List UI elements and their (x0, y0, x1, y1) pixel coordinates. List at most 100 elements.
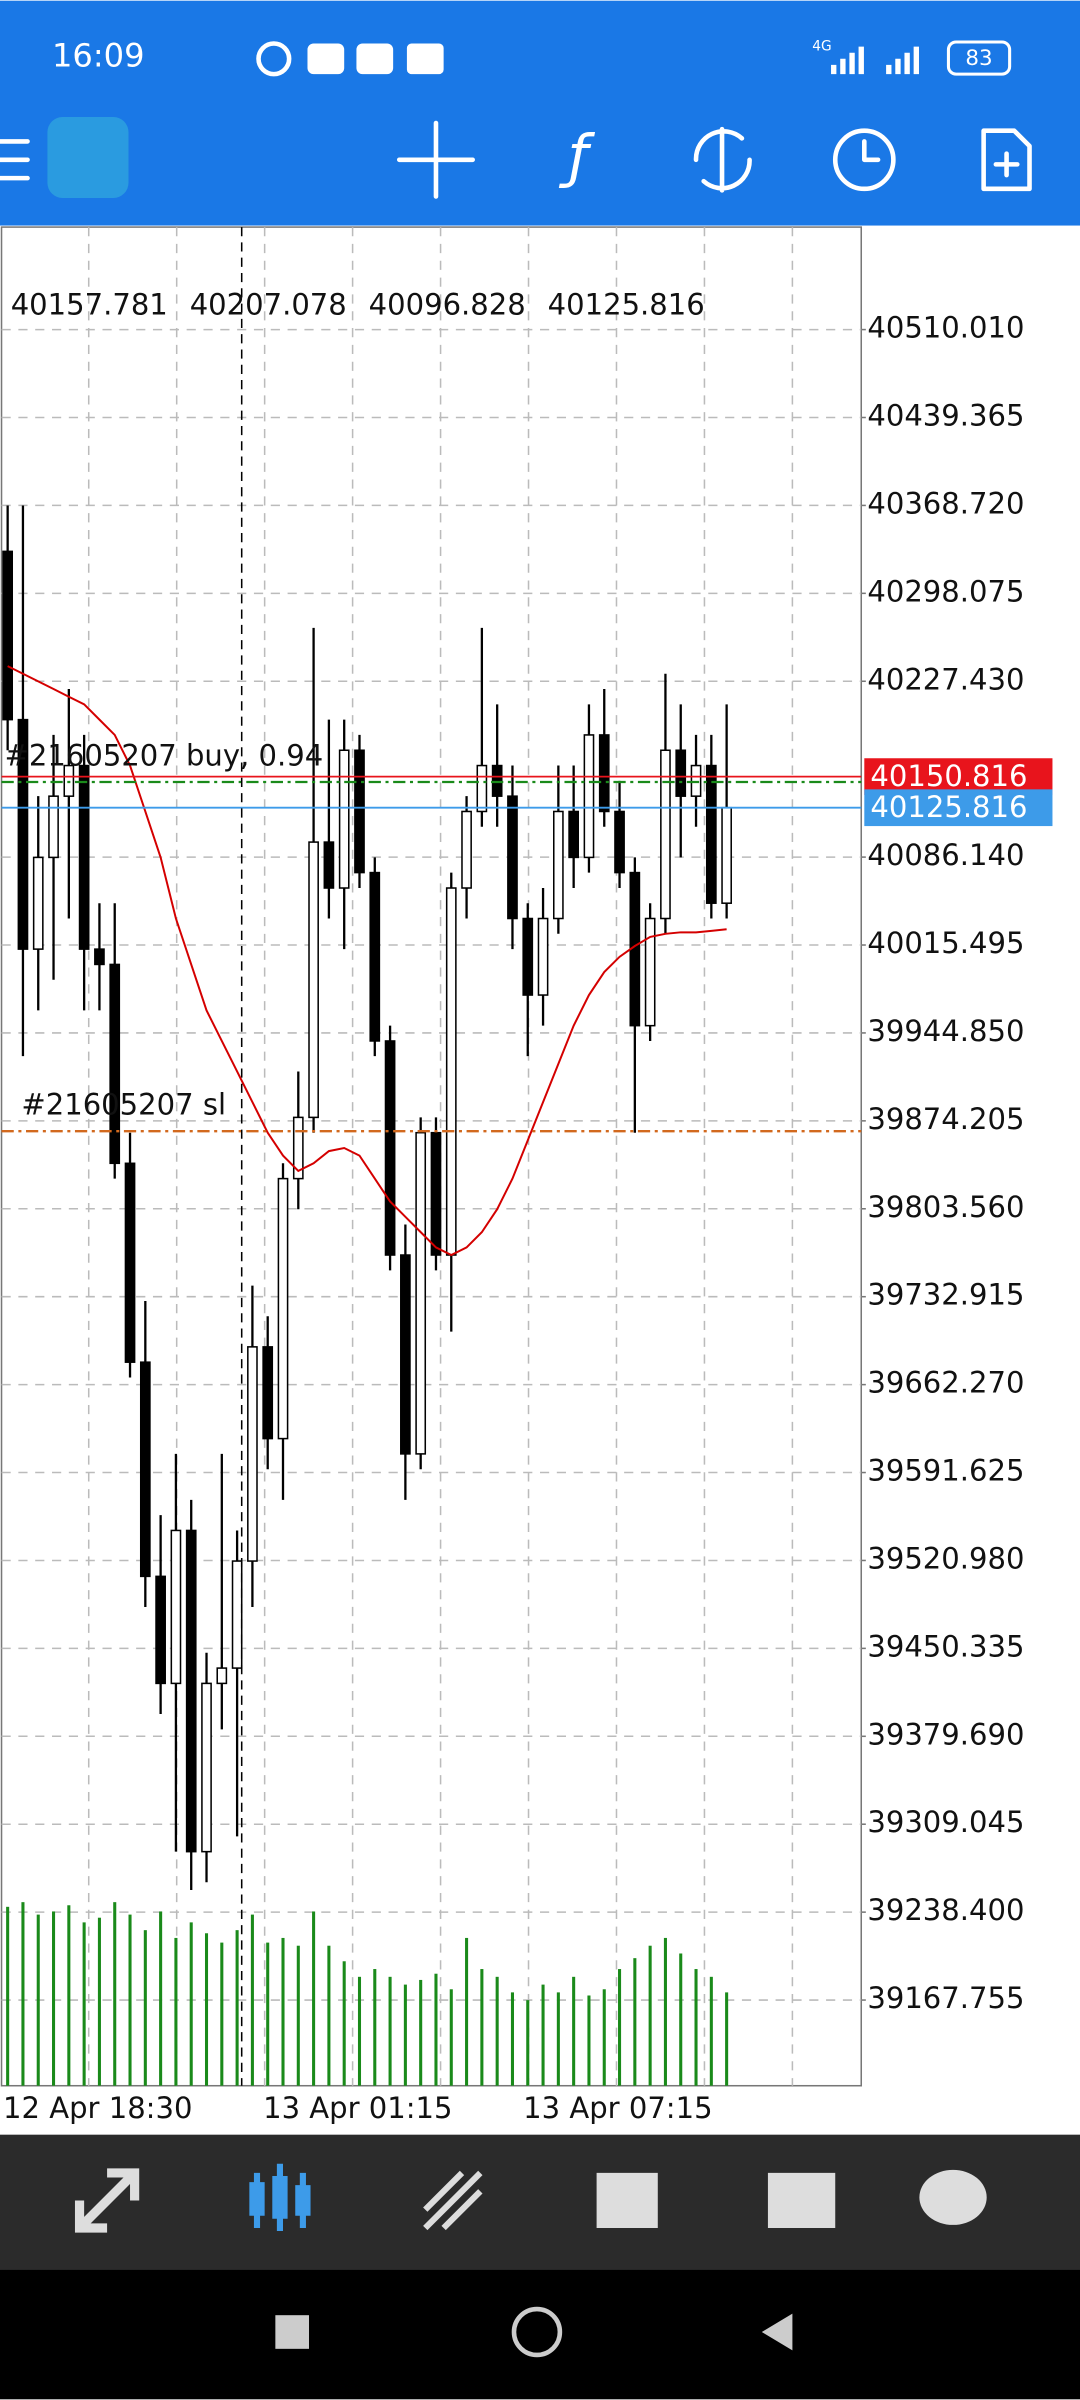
volume-bar (572, 1976, 576, 2086)
timeframe-button[interactable] (832, 128, 896, 192)
ohlc-value: 40207.078 (190, 288, 347, 322)
candle-body (109, 963, 121, 1165)
candle-body (338, 749, 350, 889)
candle-body (201, 1682, 212, 1853)
candle-body (323, 841, 335, 889)
volume-bar (67, 1905, 71, 2086)
y-tick-label: 39874.205 (867, 1102, 1024, 1136)
trade-tab[interactable] (423, 2170, 483, 2231)
quotes-tab[interactable] (74, 2168, 140, 2233)
app-icon (307, 43, 345, 75)
battery-level: 83 (965, 46, 992, 71)
volume-bar (618, 1969, 622, 2086)
volume-bar (220, 1942, 224, 2086)
volume-bar (204, 1933, 209, 2086)
volume-bar (725, 1992, 729, 2086)
volume-bar (419, 1979, 423, 2086)
volume-bar (709, 1976, 713, 2086)
candle-body (522, 917, 534, 996)
crosshair-button[interactable] (396, 120, 475, 199)
volume-bar (663, 1937, 667, 2086)
candle-body (155, 1575, 166, 1685)
candle-body (277, 1177, 289, 1440)
volume-bar (312, 1911, 316, 2086)
chart-tab[interactable] (249, 2175, 311, 2219)
candle-body (369, 871, 381, 1042)
volume-bar (82, 1922, 86, 2086)
back-button[interactable] (761, 2313, 793, 2351)
volume-bar (174, 1937, 178, 2086)
candle-body (507, 795, 518, 920)
alarm-icon (256, 41, 292, 77)
volume-bar (128, 1914, 132, 2086)
y-tick-label: 39379.690 (867, 1717, 1024, 1751)
volume-bar (342, 1961, 346, 2086)
bid-price: 40150.816 (870, 759, 1027, 793)
history-tab[interactable] (596, 2172, 658, 2228)
candle-body (400, 1254, 411, 1455)
y-tick-label: 40298.075 (867, 574, 1024, 608)
menu-button[interactable] (0, 139, 30, 181)
recents-button[interactable] (275, 2315, 310, 2349)
signal-icon (831, 46, 919, 75)
candle-body (170, 1529, 182, 1685)
candle-body (262, 1346, 274, 1440)
y-tick-label: 39591.625 (867, 1454, 1024, 1488)
candle-body (461, 810, 472, 889)
volume-bar (648, 1945, 652, 2086)
ohlc-value: 40125.816 (548, 288, 705, 322)
candle-body (598, 734, 610, 813)
ohlc-value: 40157.781 (11, 288, 168, 322)
candle-body (384, 1040, 396, 1256)
candle-body (48, 795, 59, 859)
home-button[interactable] (511, 2306, 563, 2358)
volume-bar (633, 1958, 637, 2086)
y-tick-label: 40015.495 (867, 926, 1024, 960)
top-bar (0, 0, 1080, 226)
y-tick-label: 39662.270 (867, 1366, 1024, 1400)
x-tick-label: 13 Apr 01:15 (263, 2091, 452, 2125)
candle-body (644, 917, 656, 1027)
candle-body (675, 749, 687, 797)
y-tick-label: 39520.980 (867, 1541, 1024, 1575)
volume-bar (541, 1984, 545, 2086)
app-logo[interactable] (47, 116, 129, 199)
volume-bar (6, 1906, 10, 2086)
volume-bar (97, 1917, 101, 2086)
system-nav (0, 2269, 1080, 2400)
x-tick-label: 12 Apr 18:30 (3, 2091, 192, 2125)
candle-body (430, 1131, 442, 1256)
candle-body (124, 1162, 136, 1363)
moving-average (7, 665, 727, 1257)
new-order-button[interactable] (981, 128, 1032, 192)
clock: 16:09 (52, 36, 145, 74)
candle-body (32, 856, 44, 950)
app-icon (356, 43, 394, 75)
candle-body (537, 917, 549, 996)
volume-bar (465, 1937, 469, 2086)
news-tab[interactable] (767, 2172, 836, 2228)
messages-tab[interactable] (919, 2169, 987, 2225)
volume-bar (510, 1992, 514, 2086)
candle-body (476, 764, 488, 813)
y-tick-label: 39944.850 (867, 1014, 1024, 1048)
volume-bar (357, 1976, 362, 2086)
candle-body (94, 948, 105, 966)
candle-body (354, 749, 365, 874)
volume-bar (189, 1922, 193, 2086)
volume-bar (52, 1911, 56, 2086)
order-label: #21605207 buy, 0.94 (5, 739, 324, 773)
y-tick-label: 39450.335 (867, 1629, 1024, 1663)
y-tick-label: 40086.140 (867, 838, 1024, 872)
bid-tag (864, 758, 1053, 795)
volume-bar (556, 1992, 560, 2086)
symbol-button[interactable] (693, 126, 752, 193)
last-tag (864, 789, 1053, 827)
candle-body (415, 1131, 427, 1455)
volume-bar (113, 1902, 117, 2086)
volume-bar (266, 1942, 270, 2086)
candle-body (445, 887, 457, 1256)
volume-bar (434, 1973, 438, 2086)
volume-bar (21, 1902, 25, 2086)
